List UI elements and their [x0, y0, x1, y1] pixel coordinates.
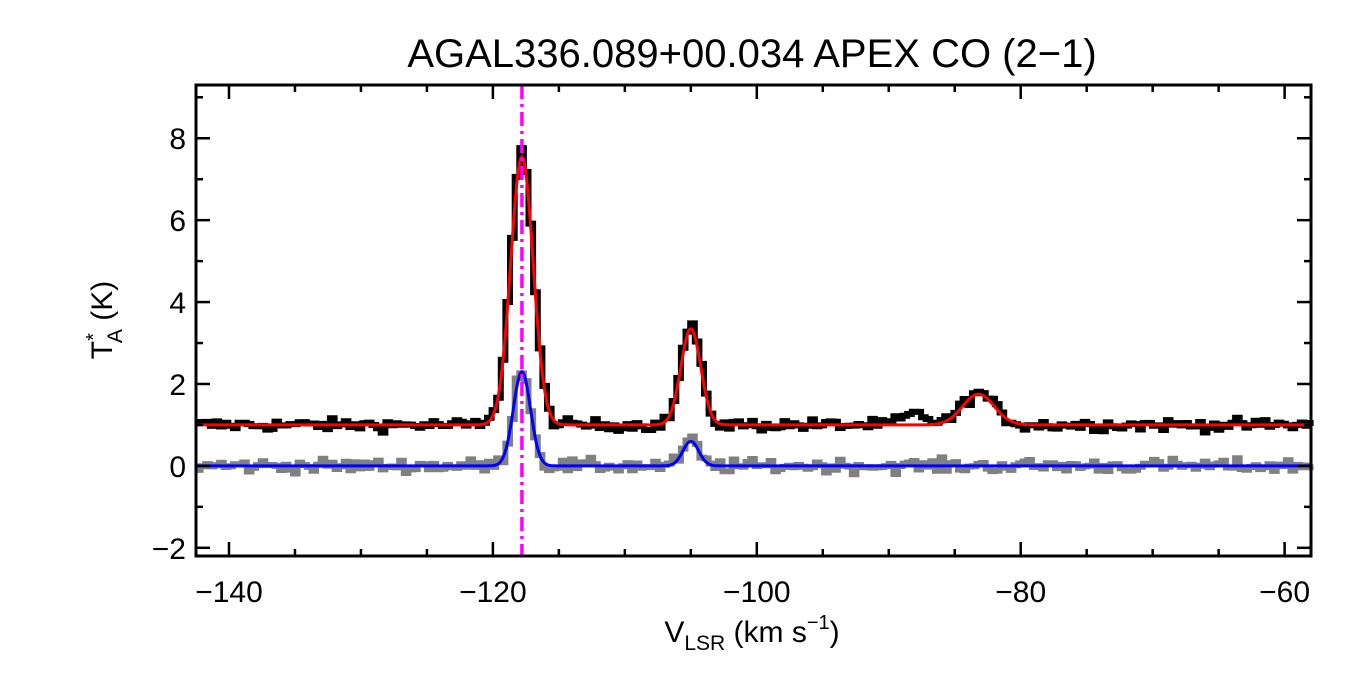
- chart-title: AGAL336.089+00.034 APEX CO (2−1): [407, 32, 1096, 76]
- y-axis-ticks: −2 0 2 4 6 8: [152, 96, 1311, 566]
- y-tick-label: 8: [169, 123, 186, 156]
- x-axis-label: VLSR (km s−1): [664, 612, 839, 655]
- series-0-histogram: [196, 145, 1314, 436]
- y-tick-label: 6: [169, 205, 186, 238]
- y-tick-label: 4: [169, 287, 186, 320]
- y-tick-label: 0: [169, 451, 186, 484]
- plot-traces: [196, 85, 1314, 556]
- x-tick-label: −60: [1259, 576, 1310, 609]
- x-tick-label: −140: [195, 576, 263, 609]
- x-tick-label: −100: [723, 576, 791, 609]
- y-axis-label: T*A (K): [83, 281, 127, 359]
- x-tick-label: −120: [459, 576, 527, 609]
- series-3-fit-line: [196, 369, 1311, 468]
- series-1-fit-line: [196, 154, 1311, 427]
- plot-frame: [194, 83, 1313, 558]
- x-axis-ticks: −140 −120 −100 −80 −60: [195, 85, 1310, 609]
- y-tick-label: −2: [152, 533, 186, 566]
- x-tick-label: −80: [995, 576, 1046, 609]
- y-tick-label: 2: [169, 369, 186, 402]
